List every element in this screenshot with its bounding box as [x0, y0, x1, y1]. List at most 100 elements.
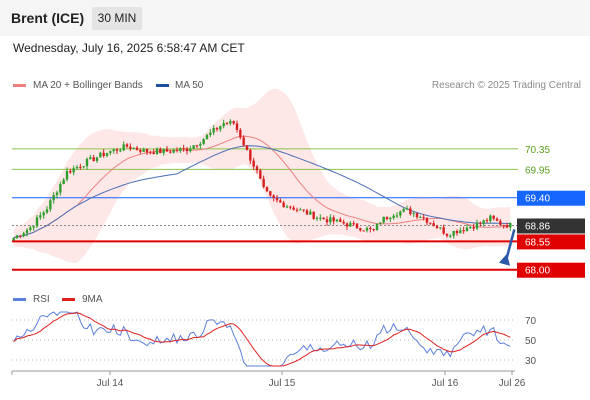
candle-body [22, 233, 25, 237]
candle-body [215, 128, 219, 130]
candle-body [362, 230, 365, 232]
candle-body [299, 209, 302, 211]
candle-body [385, 216, 389, 220]
candle-body [425, 217, 429, 223]
candle-body [435, 226, 439, 229]
candle-body [369, 228, 372, 230]
candle-body [499, 220, 502, 225]
candle-body [322, 217, 325, 220]
candle-body [459, 230, 462, 234]
symbol-title: Brent (ICE) [11, 10, 85, 26]
candle-body [55, 192, 59, 196]
candle-body [169, 151, 172, 153]
datetime-label: Wednesday, July 16, 2025 6:58:47 AM CET [13, 41, 245, 55]
candle-body [209, 132, 212, 135]
candle-body [162, 149, 165, 154]
candle-body [42, 212, 45, 216]
candle-body [275, 197, 279, 201]
candle-body [352, 223, 355, 225]
candle-body [335, 219, 339, 222]
candle-body [265, 187, 269, 192]
candle-body [272, 195, 275, 198]
candle-body [95, 157, 99, 161]
candle-body [415, 213, 419, 218]
candle-body [292, 207, 295, 210]
candle-body [505, 224, 509, 228]
level-label-69-95: 69.95 [525, 165, 550, 176]
candle-body [235, 123, 239, 130]
candle-body [159, 148, 162, 154]
candle-body [279, 200, 282, 203]
9ma-legend-label: 9MA [82, 294, 103, 305]
x-tick-label: Jul 15 [269, 378, 296, 389]
candle-body [129, 146, 132, 149]
candle-body [402, 209, 405, 212]
candle-body [312, 211, 315, 219]
candle-body [245, 145, 249, 150]
candle-body [52, 195, 55, 201]
timeframe-button[interactable]: 30 MIN [92, 7, 142, 30]
candle-body [365, 228, 369, 231]
candle-body [205, 134, 209, 140]
x-tick-label: Jul 16 [432, 378, 459, 389]
candle-body [239, 129, 242, 138]
candle-body [255, 166, 259, 171]
candle-body [282, 202, 285, 208]
candles-group [12, 119, 512, 241]
candle-body [465, 227, 469, 231]
level-label-70-35: 70.35 [525, 145, 550, 156]
candle-body [289, 206, 292, 208]
rsi-legend-swatch [13, 298, 26, 301]
candle-body [15, 235, 19, 238]
candle-body [455, 230, 459, 234]
candle-body [389, 217, 392, 220]
candle-body [295, 209, 299, 211]
candle-body [462, 230, 465, 232]
rsi-tick-label: 70 [525, 316, 537, 327]
x-tick-label: Jul 26 [499, 378, 526, 389]
candle-body [439, 227, 442, 229]
candle-body [79, 166, 82, 168]
candle-body [269, 191, 272, 196]
candle-body [372, 229, 375, 231]
candle-body [182, 148, 185, 150]
candle-body [302, 209, 305, 211]
candle-body [345, 223, 349, 227]
candle-body [115, 149, 119, 151]
research-credit: Research © 2025 Trading Central [431, 80, 581, 91]
candle-body [179, 148, 182, 151]
candle-body [175, 149, 179, 151]
candle-body [82, 166, 85, 168]
forecast-arrow-head [499, 253, 510, 266]
candle-body [229, 121, 232, 124]
level-badge-68-55 [517, 234, 585, 250]
candle-body [122, 144, 125, 151]
candle-body [509, 223, 512, 228]
level-label-68-86: 68.86 [525, 221, 550, 232]
candle-body [409, 208, 412, 215]
candle-body [172, 149, 175, 153]
ma50-legend-label: MA 50 [175, 80, 204, 91]
candle-body [405, 208, 409, 210]
candle-body [259, 170, 262, 179]
candle-body [432, 223, 435, 227]
candle-body [85, 159, 89, 167]
candle-body [249, 149, 252, 161]
candle-body [252, 160, 255, 167]
candle-body [202, 139, 205, 144]
candle-body [149, 152, 152, 154]
candle-body [125, 144, 129, 147]
candle-body [359, 228, 362, 231]
candle-body [482, 220, 485, 224]
ma20-legend-swatch [13, 84, 26, 87]
candle-body [199, 143, 202, 146]
candle-body [49, 200, 52, 210]
candle-body [62, 179, 65, 185]
candle-body [382, 216, 385, 223]
candle-body [342, 221, 345, 224]
candle-body [39, 215, 42, 218]
candle-body [189, 148, 192, 152]
ma20-legend-label: MA 20 + Bollinger Bands [33, 80, 143, 91]
candle-body [112, 149, 115, 152]
candle-body [472, 227, 475, 229]
